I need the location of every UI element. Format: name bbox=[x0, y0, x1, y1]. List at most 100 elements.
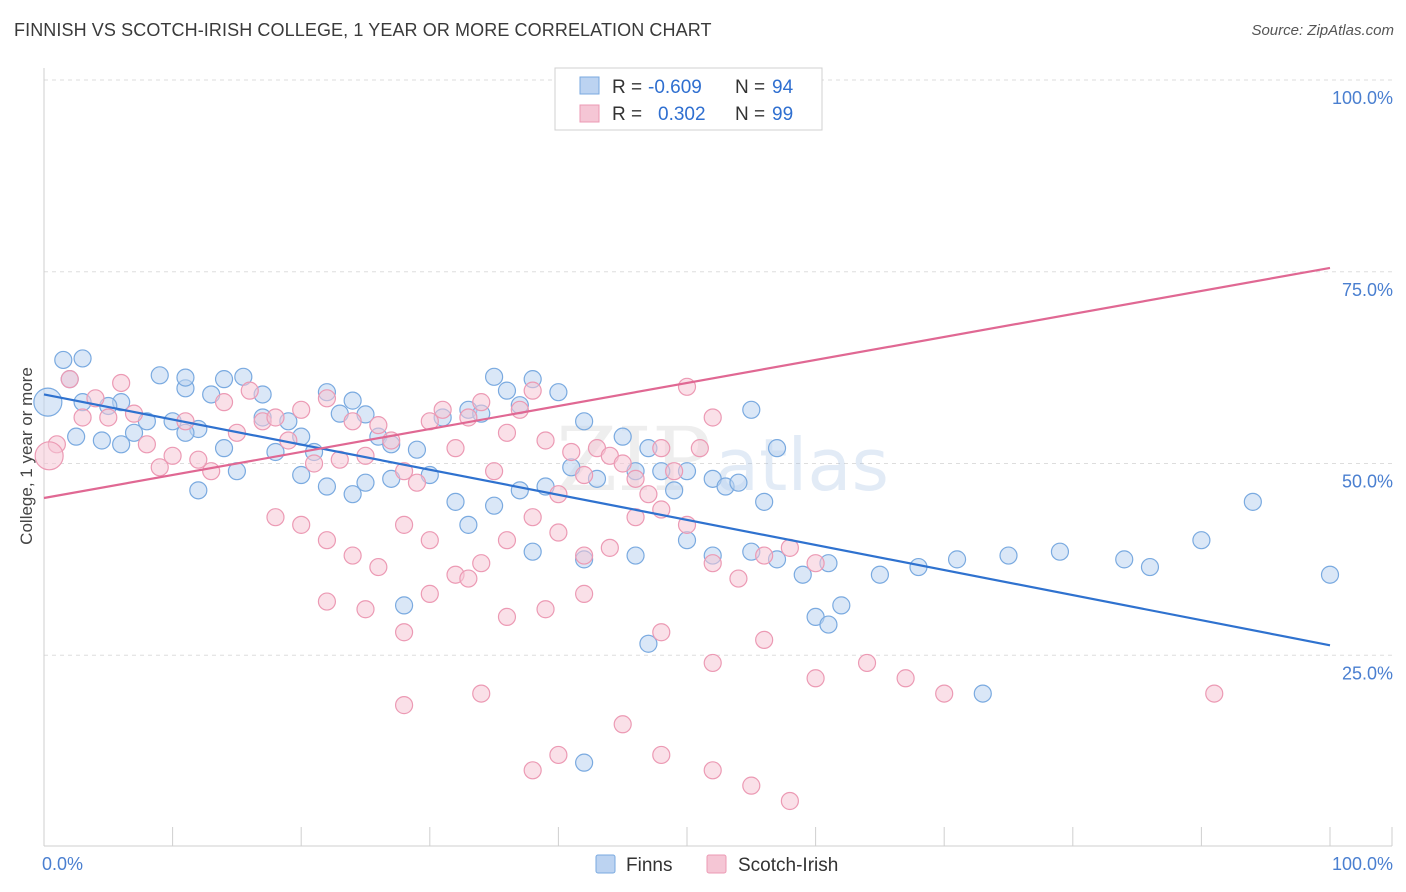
point-scotch-irish bbox=[1205, 684, 1224, 703]
point-finns bbox=[214, 370, 234, 389]
point-scotch-irish bbox=[536, 600, 555, 619]
point-scotch-irish bbox=[472, 554, 491, 573]
point-finns bbox=[54, 350, 73, 370]
chart-title: FINNISH VS SCOTCH-IRISH COLLEGE, 1 YEAR … bbox=[14, 20, 712, 40]
y-tick-label: 25.0% bbox=[1342, 663, 1393, 683]
point-scotch-irish bbox=[755, 546, 774, 565]
point-scotch-irish bbox=[575, 465, 594, 485]
legend-swatch-scotch-irish bbox=[579, 104, 600, 123]
series-legend-swatch-finns bbox=[595, 854, 616, 874]
point-finns bbox=[819, 615, 838, 634]
point-scotch-irish bbox=[690, 439, 709, 458]
y-tick-label: 75.0% bbox=[1342, 280, 1393, 300]
point-finns bbox=[665, 481, 684, 500]
point-scotch-irish bbox=[703, 761, 722, 780]
legend-n-value-1: 94 bbox=[772, 77, 794, 98]
point-finns bbox=[729, 473, 748, 492]
point-scotch-irish bbox=[446, 439, 465, 458]
point-finns bbox=[1140, 557, 1160, 577]
legend-r-label-1: R = bbox=[612, 77, 642, 98]
point-scotch-irish bbox=[202, 462, 221, 481]
point-finns bbox=[1243, 492, 1262, 511]
point-finns bbox=[150, 366, 169, 385]
point-scotch-irish bbox=[292, 400, 311, 419]
point-scotch-irish bbox=[137, 435, 156, 454]
point-finns bbox=[575, 412, 594, 431]
point-scotch-irish bbox=[613, 454, 632, 473]
point-scotch-irish bbox=[266, 408, 285, 427]
legend-r-value-1: -0.609 bbox=[648, 77, 702, 98]
point-scotch-irish bbox=[497, 423, 517, 442]
point-scotch-irish bbox=[549, 745, 568, 765]
point-scotch-irish bbox=[780, 791, 799, 811]
point-scotch-irish bbox=[420, 584, 439, 603]
point-scotch-irish bbox=[536, 431, 555, 450]
point-scotch-irish bbox=[240, 381, 259, 400]
point-scotch-irish bbox=[292, 515, 311, 534]
watermark: ZIP atlas bbox=[556, 408, 889, 511]
point-scotch-irish bbox=[806, 554, 825, 573]
point-finns bbox=[523, 542, 542, 561]
point-scotch-irish bbox=[369, 557, 388, 577]
point-scotch-irish bbox=[497, 607, 517, 627]
point-scotch-irish bbox=[394, 696, 414, 715]
point-finns bbox=[793, 565, 812, 584]
stats-legend: R = -0.609 N = 94 R = 0.302 N = 99 bbox=[554, 67, 823, 131]
point-scotch-irish bbox=[575, 584, 594, 603]
legend-r-value-2: 0.302 bbox=[658, 104, 706, 125]
point-scotch-irish bbox=[523, 381, 542, 400]
point-finns bbox=[973, 684, 992, 703]
point-scotch-irish bbox=[394, 515, 414, 534]
legend-r-label-2: R = bbox=[612, 104, 642, 125]
point-scotch-irish bbox=[99, 408, 118, 427]
y-tick-label: 50.0% bbox=[1342, 472, 1393, 492]
point-finns bbox=[394, 596, 414, 615]
series-legend-label-finns: Finns bbox=[626, 855, 672, 876]
point-scotch-irish bbox=[150, 458, 169, 477]
watermark-atlas: atlas bbox=[715, 423, 889, 507]
trend-lines bbox=[43, 266, 1331, 647]
point-scotch-irish bbox=[652, 623, 671, 642]
point-finns bbox=[459, 515, 478, 534]
point-scotch-irish bbox=[562, 442, 581, 462]
point-scotch-irish bbox=[742, 776, 761, 795]
point-scotch-irish bbox=[497, 531, 517, 550]
point-finns bbox=[67, 427, 86, 446]
trend-line-scotch-irish bbox=[43, 266, 1331, 500]
series-legend: Finns Scotch-Irish bbox=[595, 854, 838, 876]
point-scotch-irish bbox=[755, 630, 774, 650]
point-scotch-irish bbox=[343, 546, 362, 565]
point-scotch-irish bbox=[806, 669, 825, 688]
point-finns bbox=[124, 423, 144, 442]
point-scotch-irish bbox=[703, 653, 722, 673]
point-scotch-irish bbox=[626, 508, 645, 527]
point-scotch-irish bbox=[317, 389, 337, 408]
point-scotch-irish bbox=[112, 373, 131, 393]
point-scotch-irish bbox=[549, 523, 568, 542]
point-scotch-irish bbox=[652, 439, 671, 458]
point-scotch-irish bbox=[652, 745, 671, 765]
point-scotch-irish bbox=[343, 412, 362, 431]
point-finns bbox=[742, 400, 761, 419]
point-scotch-irish bbox=[613, 715, 632, 734]
point-scotch-irish bbox=[703, 408, 722, 427]
legend-n-value-2: 99 bbox=[772, 104, 793, 125]
point-finns bbox=[92, 431, 111, 450]
point-scotch-irish bbox=[639, 485, 658, 504]
point-scotch-irish bbox=[369, 416, 388, 435]
point-finns bbox=[832, 596, 851, 615]
point-finns bbox=[189, 481, 208, 500]
point-finns bbox=[317, 477, 337, 496]
x-tick-label: 0.0% bbox=[42, 854, 83, 874]
point-scotch-irish bbox=[510, 400, 529, 419]
y-tick-label: 100.0% bbox=[1332, 88, 1393, 108]
point-finns bbox=[613, 427, 632, 446]
point-scotch-irish bbox=[163, 446, 182, 465]
point-scotch-irish bbox=[407, 473, 427, 492]
x-tick-label: 100.0% bbox=[1332, 854, 1393, 874]
point-finns bbox=[1050, 542, 1070, 561]
point-finns bbox=[176, 368, 195, 387]
point-finns bbox=[33, 387, 63, 417]
point-finns bbox=[112, 435, 131, 454]
point-finns bbox=[639, 634, 658, 653]
